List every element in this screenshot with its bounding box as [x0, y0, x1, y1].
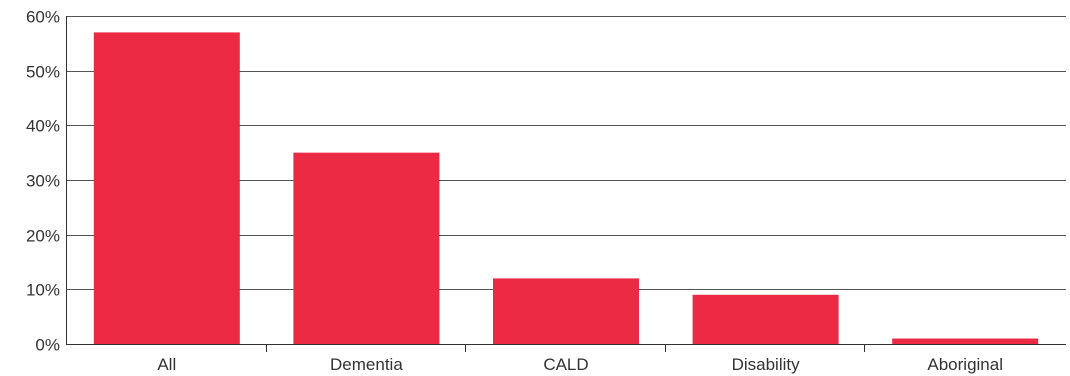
bars: [93, 32, 1039, 345]
y-tick-label: 40%: [26, 117, 60, 136]
y-tick-label: 50%: [26, 63, 60, 82]
bar-cald: [493, 278, 639, 344]
axes: [66, 16, 1066, 352]
bar-aboriginal: [892, 338, 1039, 344]
y-tick-label: 60%: [26, 8, 60, 27]
y-tick-label: 20%: [26, 227, 60, 246]
tick-labels: 0% 10% 20% 30% 40% 50% 60% All Dementia CALD Disab…: [26, 8, 1003, 375]
y-tick-label: 0%: [35, 336, 60, 355]
x-tick-label: Disability: [732, 355, 801, 374]
bar-all: [93, 32, 240, 345]
x-tick-label: All: [157, 355, 176, 374]
y-tick-label: 10%: [26, 281, 60, 300]
bar-dementia: [293, 152, 440, 344]
y-tick-label: 30%: [26, 172, 60, 191]
bar-disability: [692, 294, 839, 344]
x-tick-label: CALD: [543, 355, 588, 374]
x-tick-label: Dementia: [330, 355, 403, 374]
x-tick-label: Aboriginal: [927, 355, 1003, 374]
